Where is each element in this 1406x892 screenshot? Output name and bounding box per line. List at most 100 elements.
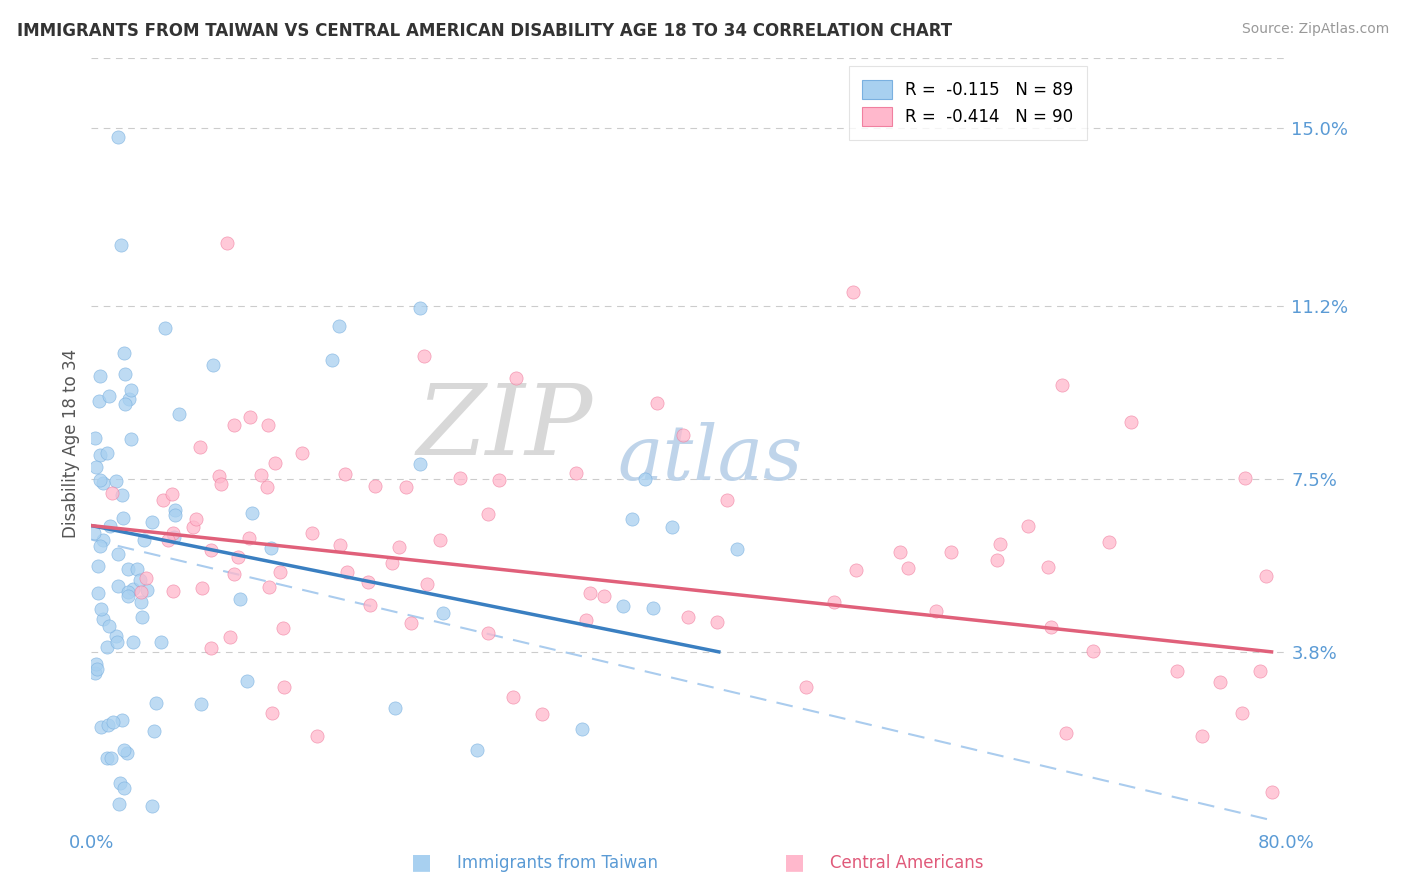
Point: [190, 441, 212, 455]
Point: [939, 545, 962, 559]
Point: [359, 598, 381, 612]
Point: [112, 742, 135, 756]
Point: [84, 460, 107, 475]
Point: [634, 472, 657, 486]
Point: [565, 466, 588, 480]
Point: [163, 530, 186, 544]
Point: [120, 433, 142, 447]
Point: [125, 562, 148, 576]
Point: [477, 508, 499, 522]
Point: [571, 723, 593, 737]
Point: [111, 511, 134, 525]
Point: [89, 539, 111, 553]
Point: [209, 477, 232, 491]
Point: [91, 533, 114, 547]
Point: [1233, 471, 1256, 485]
Point: [162, 525, 184, 540]
Point: [238, 531, 260, 545]
Point: [181, 520, 204, 534]
Point: [641, 600, 664, 615]
Text: ■: ■: [785, 853, 804, 872]
Point: [432, 606, 454, 620]
Point: [97, 389, 120, 403]
Point: [83, 525, 105, 540]
Point: [114, 368, 136, 382]
Point: [477, 626, 499, 640]
Point: [118, 392, 141, 407]
Text: IMMIGRANTS FROM TAIWAN VS CENTRAL AMERICAN DISABILITY AGE 18 TO 34 CORRELATION C: IMMIGRANTS FROM TAIWAN VS CENTRAL AMERIC…: [17, 22, 952, 40]
Point: [114, 397, 136, 411]
Point: [488, 473, 510, 487]
Text: Central Americans: Central Americans: [830, 855, 983, 872]
Point: [842, 285, 865, 299]
Point: [107, 547, 129, 561]
Point: [90, 602, 112, 616]
Point: [575, 613, 598, 627]
Point: [104, 629, 127, 643]
Point: [160, 487, 183, 501]
Point: [89, 394, 111, 409]
Point: [384, 701, 406, 715]
Point: [1054, 726, 1077, 740]
Point: [142, 724, 165, 739]
Point: [645, 396, 668, 410]
Point: [110, 238, 132, 252]
Point: [117, 585, 139, 599]
Point: [1081, 644, 1104, 658]
Point: [333, 467, 356, 481]
Point: [1256, 568, 1278, 582]
Point: [321, 352, 343, 367]
Point: [83, 665, 105, 680]
Point: [1040, 620, 1063, 634]
Point: [291, 446, 314, 460]
Point: [150, 635, 173, 649]
Point: [117, 590, 139, 604]
Point: [91, 612, 114, 626]
Point: [157, 533, 180, 548]
Point: [111, 487, 134, 501]
Point: [105, 634, 128, 648]
Point: [1017, 519, 1039, 533]
Point: [986, 553, 1008, 567]
Point: [111, 713, 134, 727]
Point: [301, 525, 323, 540]
Point: [224, 567, 246, 582]
Point: [249, 468, 271, 483]
Point: [129, 595, 152, 609]
Point: [1191, 729, 1213, 743]
Point: [716, 493, 738, 508]
Point: [162, 584, 184, 599]
Point: [96, 640, 118, 655]
Point: [120, 383, 142, 397]
Point: [239, 409, 262, 424]
Point: [336, 565, 359, 579]
Point: [429, 533, 451, 547]
Point: [169, 407, 191, 421]
Point: [108, 776, 131, 790]
Point: [845, 563, 868, 577]
Point: [408, 301, 430, 316]
Text: atlas: atlas: [617, 422, 803, 496]
Point: [100, 519, 122, 533]
Point: [104, 474, 127, 488]
Point: [236, 674, 259, 689]
Legend: R =  -0.115   N = 89, R =  -0.414   N = 90: R = -0.115 N = 89, R = -0.414 N = 90: [849, 66, 1087, 140]
Point: [593, 589, 616, 603]
Point: [394, 480, 416, 494]
Point: [256, 480, 278, 494]
Point: [90, 720, 112, 734]
Point: [530, 707, 553, 722]
Point: [87, 559, 110, 574]
Point: [794, 680, 817, 694]
Point: [1230, 706, 1253, 720]
Point: [107, 797, 129, 812]
Point: [200, 641, 222, 656]
Point: [219, 630, 242, 644]
Point: [505, 370, 527, 384]
Point: [1052, 378, 1074, 392]
Point: [145, 696, 167, 710]
Point: [260, 706, 283, 720]
Point: [467, 743, 489, 757]
Point: [328, 538, 350, 552]
Point: [240, 506, 263, 520]
